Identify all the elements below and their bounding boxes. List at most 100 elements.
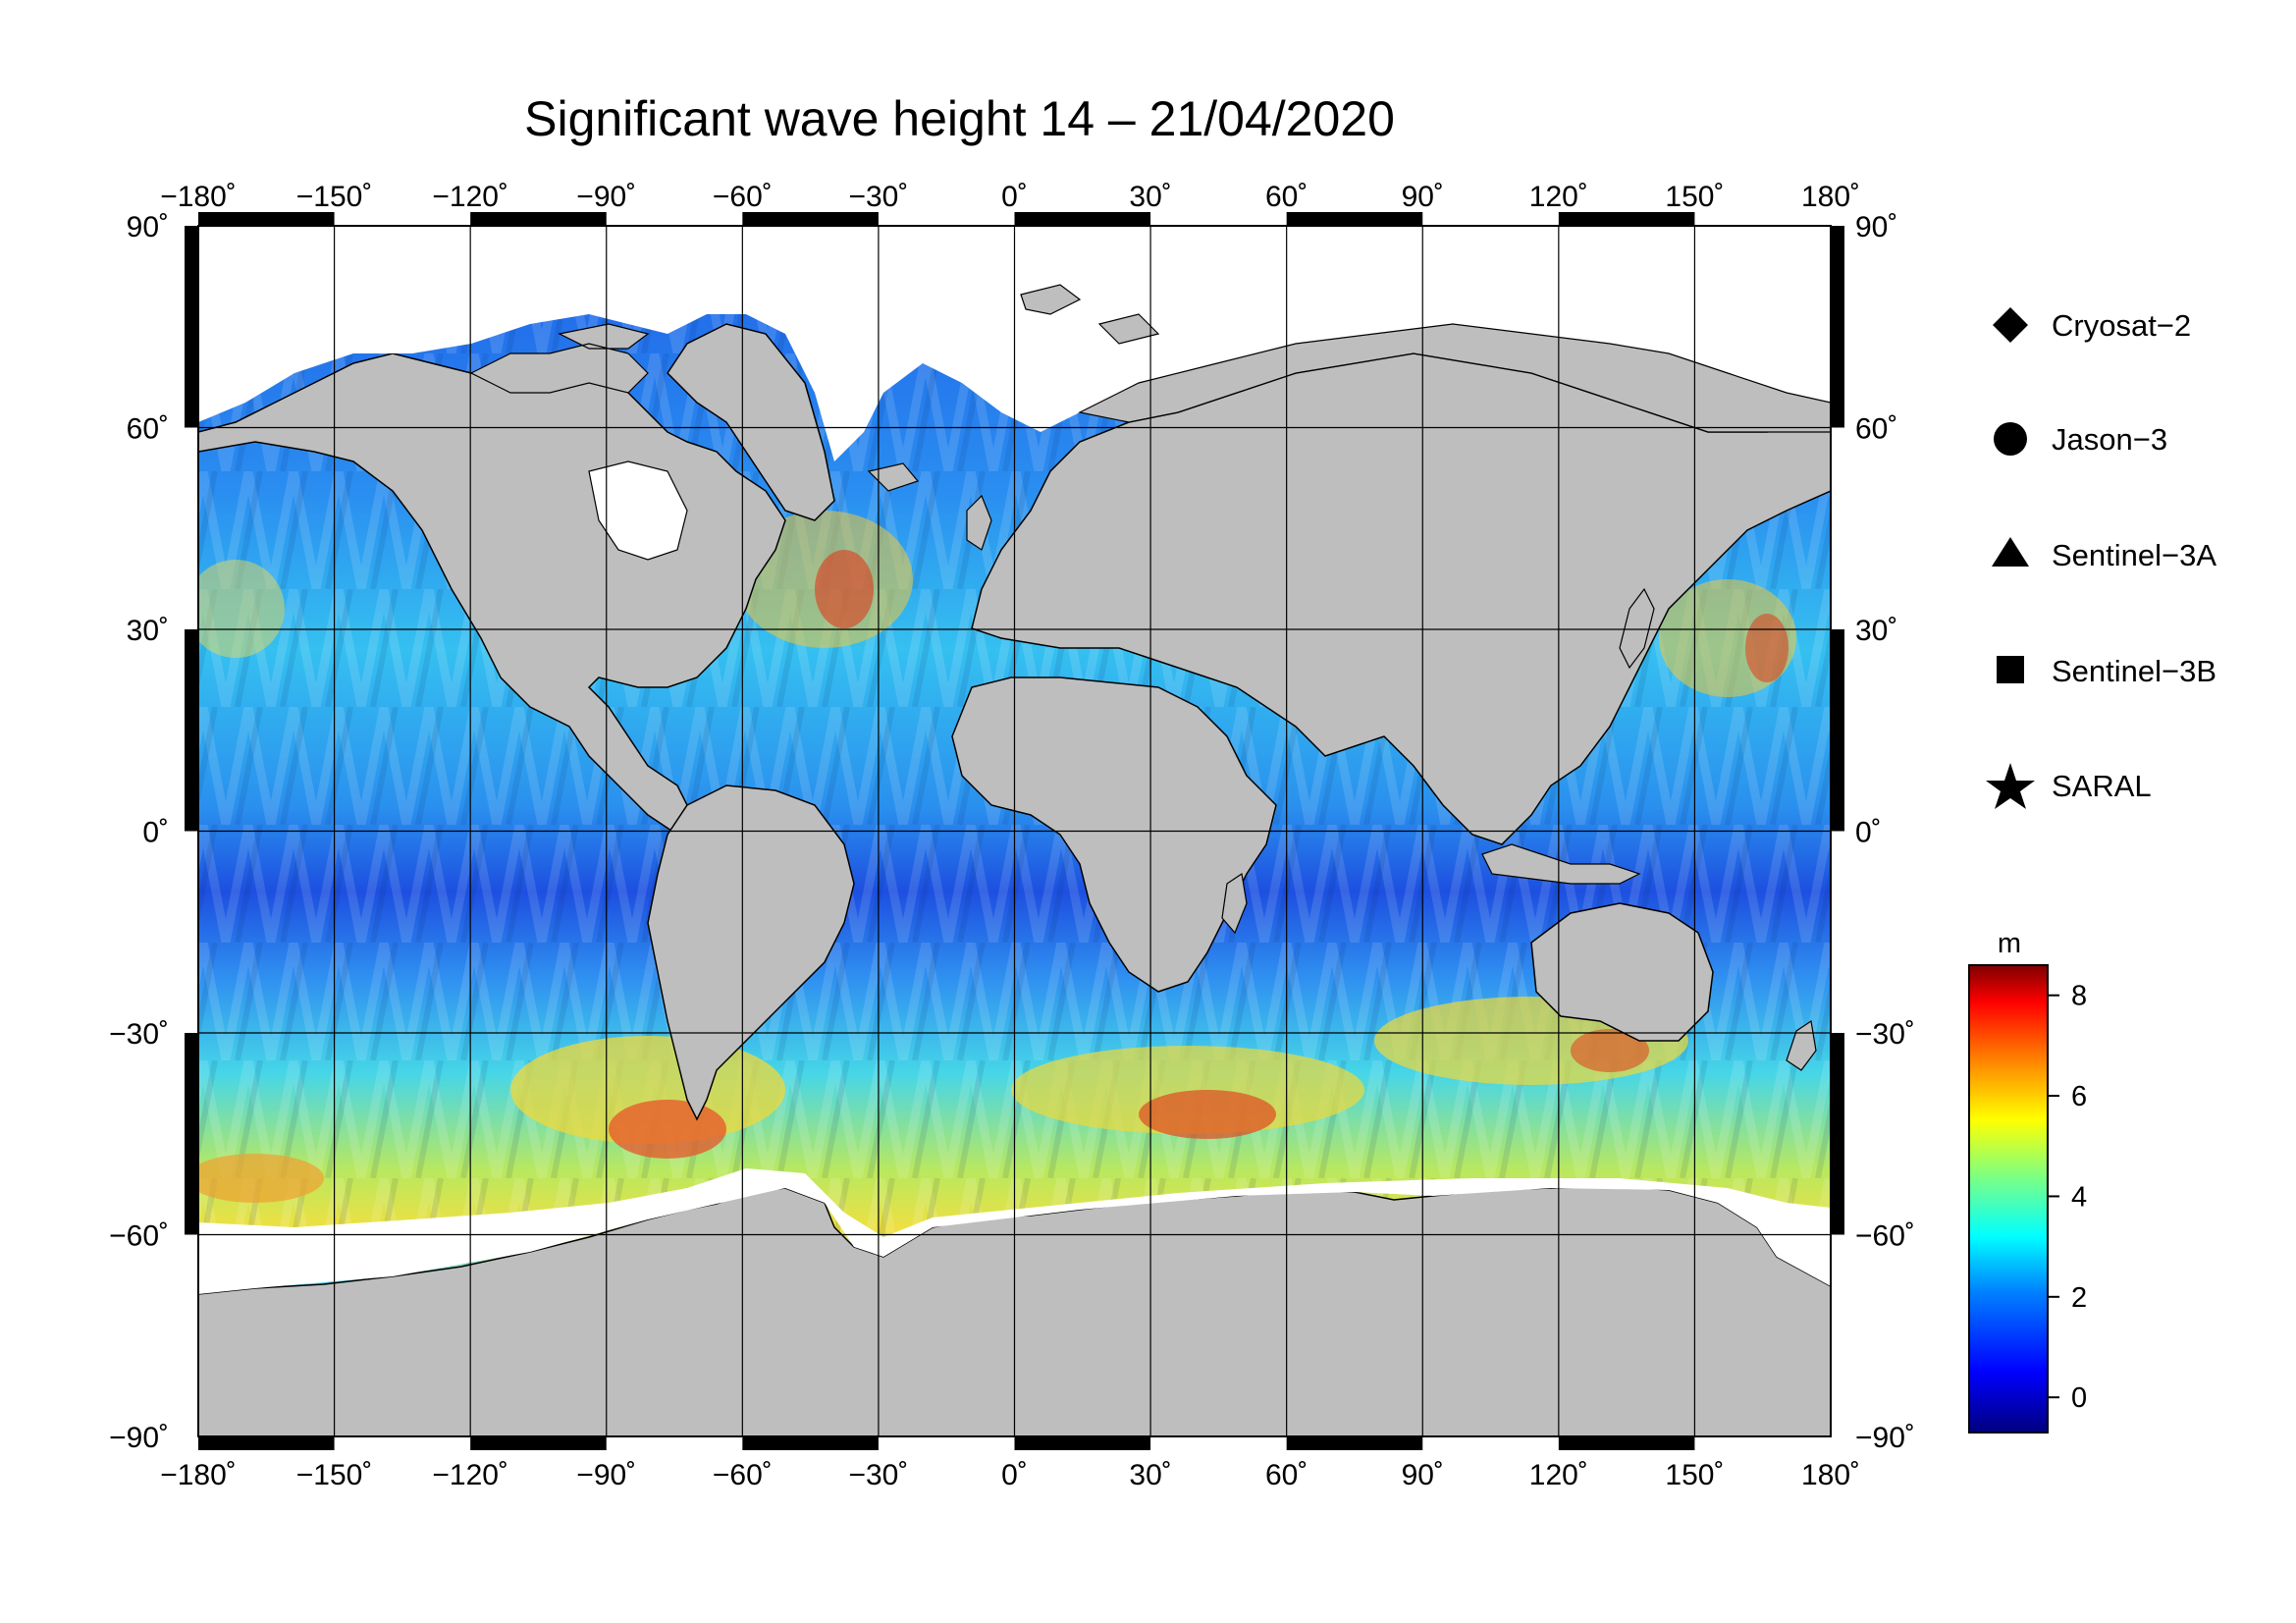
- y-tick-label: 0˚: [1855, 817, 1882, 849]
- legend-item-saral: SARAL: [1986, 763, 2152, 809]
- legend-item-sentinel-3b: Sentinel−3B: [1997, 654, 2216, 688]
- colorbar-ticks: 8 6 4 2 0: [2048, 981, 2087, 1414]
- x-tick-label: 0˚: [1001, 181, 1028, 213]
- x-tick-label: 120˚: [1529, 1459, 1588, 1491]
- y-tick-label: 60˚: [127, 413, 169, 446]
- indonesia-islands: [1481, 843, 1641, 885]
- arctic-archipelago: [469, 323, 650, 394]
- colorbar-gradient: [1968, 964, 2049, 1434]
- x-tick-label: 0˚: [1001, 1459, 1028, 1491]
- legend-label: Sentinel−3B: [2052, 654, 2216, 688]
- colorbar-tick-label: 6: [2071, 1081, 2087, 1112]
- x-tick-label: −180˚: [160, 1459, 237, 1491]
- siberia-landmass: [1078, 323, 1831, 433]
- x-tick-label: −90˚: [576, 1459, 636, 1491]
- frame-segment: [198, 212, 335, 226]
- iceland: [867, 462, 920, 492]
- x-tick-label: 150˚: [1665, 1459, 1724, 1491]
- triangle-icon: [1992, 537, 2029, 567]
- colorbar-unit: m: [1998, 928, 2021, 959]
- australia-landmass: [1530, 902, 1714, 1042]
- frame-segment: [1014, 1436, 1151, 1450]
- x-tick-label: 60˚: [1265, 1459, 1308, 1491]
- high-wave-regions: [198, 511, 1796, 1203]
- y-axis-left-labels: 90˚ 60˚ 30˚ 0˚ −30˚ −60˚ −90˚: [109, 211, 169, 1454]
- frame-segment: [185, 629, 198, 832]
- colorbar: m 8 6 4 2 0: [1968, 928, 2087, 1434]
- x-tick-label: −150˚: [296, 181, 373, 213]
- gridlines: [198, 226, 1831, 1436]
- legend-label: Cryosat−2: [2052, 308, 2191, 343]
- square-icon: [1997, 656, 2024, 683]
- legend-item-sentinel-3a: Sentinel−3A: [1992, 537, 2216, 572]
- frame-segment: [742, 212, 879, 226]
- x-tick-label: −30˚: [848, 1459, 908, 1491]
- y-tick-label: 90˚: [1855, 211, 1897, 243]
- frame-segment: [1286, 1436, 1423, 1450]
- madagascar: [1221, 872, 1248, 935]
- arctic-islands-svalbard: [1020, 284, 1160, 345]
- y-tick-label: −30˚: [1855, 1018, 1915, 1051]
- frame-segment: [1831, 629, 1844, 832]
- frame-checker-border: [185, 212, 1844, 1450]
- x-tick-label: −30˚: [848, 181, 908, 213]
- x-tick-label: 30˚: [1129, 181, 1171, 213]
- x-tick-label: 90˚: [1402, 1459, 1444, 1491]
- frame-segment: [185, 226, 198, 428]
- y-tick-label: 90˚: [127, 211, 169, 243]
- frame-segment: [1831, 1033, 1844, 1235]
- x-axis-bottom-labels: −180˚ −150˚ −120˚ −90˚ −60˚ −30˚ 0˚ 30˚ 60˚ 90˚ 12…: [160, 1459, 1860, 1491]
- star-icon: [1986, 763, 2035, 809]
- colorbar-tick-label: 8: [2071, 981, 2087, 1012]
- frame-segment: [470, 1436, 607, 1450]
- frame-segment: [185, 1033, 198, 1235]
- x-tick-label: 60˚: [1265, 181, 1308, 213]
- legend-label: Jason−3: [2052, 422, 2167, 457]
- frame-segment: [470, 212, 607, 226]
- x-tick-label: 120˚: [1529, 181, 1588, 213]
- x-tick-label: 30˚: [1129, 1459, 1171, 1491]
- south-america-landmass: [647, 784, 855, 1121]
- y-tick-label: −60˚: [109, 1220, 169, 1253]
- frame-segment: [742, 1436, 879, 1450]
- africa-landmass: [951, 676, 1277, 993]
- british-isles: [966, 494, 992, 551]
- sea-ice-south: [198, 1168, 1831, 1294]
- y-tick-label: −30˚: [109, 1018, 169, 1051]
- x-tick-label: 180˚: [1801, 1459, 1860, 1491]
- colorbar-tick-label: 2: [2071, 1282, 2087, 1314]
- y-tick-label: −90˚: [1855, 1422, 1915, 1454]
- chart-title: Significant wave height 14 – 21/04/2020: [524, 91, 1395, 146]
- frame-segment: [1558, 212, 1695, 226]
- x-tick-label: −150˚: [296, 1459, 373, 1491]
- circle-icon: [1994, 422, 2027, 456]
- frame-segment: [198, 1436, 335, 1450]
- y-tick-label: 0˚: [142, 817, 169, 849]
- diamond-icon: [1993, 307, 2028, 343]
- legend-item-cryosat: Cryosat−2: [1993, 307, 2191, 343]
- x-tick-label: −120˚: [432, 1459, 508, 1491]
- x-tick-label: 150˚: [1665, 181, 1724, 213]
- satellite-legend: Cryosat−2 Jason−3 Sentinel−3A Sentinel−3…: [1986, 307, 2216, 809]
- x-axis-top-labels: −180˚ −150˚ −120˚ −90˚ −60˚ −30˚ 0˚ 30˚ 60˚ 90˚ 12…: [160, 181, 1860, 213]
- y-tick-label: 30˚: [1855, 615, 1897, 647]
- x-tick-label: 180˚: [1801, 181, 1860, 213]
- y-tick-label: 30˚: [127, 615, 169, 647]
- japan: [1619, 587, 1655, 670]
- x-tick-label: −180˚: [160, 181, 237, 213]
- legend-label: Sentinel−3A: [2052, 538, 2216, 572]
- hudson-bay: [588, 460, 688, 561]
- y-tick-label: −60˚: [1855, 1220, 1915, 1253]
- legend-label: SARAL: [2052, 769, 2152, 803]
- frame-segment: [1286, 212, 1423, 226]
- colorbar-tick-label: 0: [2071, 1382, 2087, 1414]
- legend-item-jason: Jason−3: [1994, 422, 2167, 457]
- frame-segment: [1558, 1436, 1695, 1450]
- x-tick-label: −120˚: [432, 181, 508, 213]
- x-tick-label: −60˚: [713, 181, 773, 213]
- x-tick-label: 90˚: [1402, 181, 1444, 213]
- x-tick-label: −90˚: [576, 181, 636, 213]
- y-tick-label: −90˚: [109, 1422, 169, 1454]
- y-axis-right-labels: 90˚ 60˚ 30˚ 0˚ −30˚ −60˚ −90˚: [1855, 211, 1915, 1454]
